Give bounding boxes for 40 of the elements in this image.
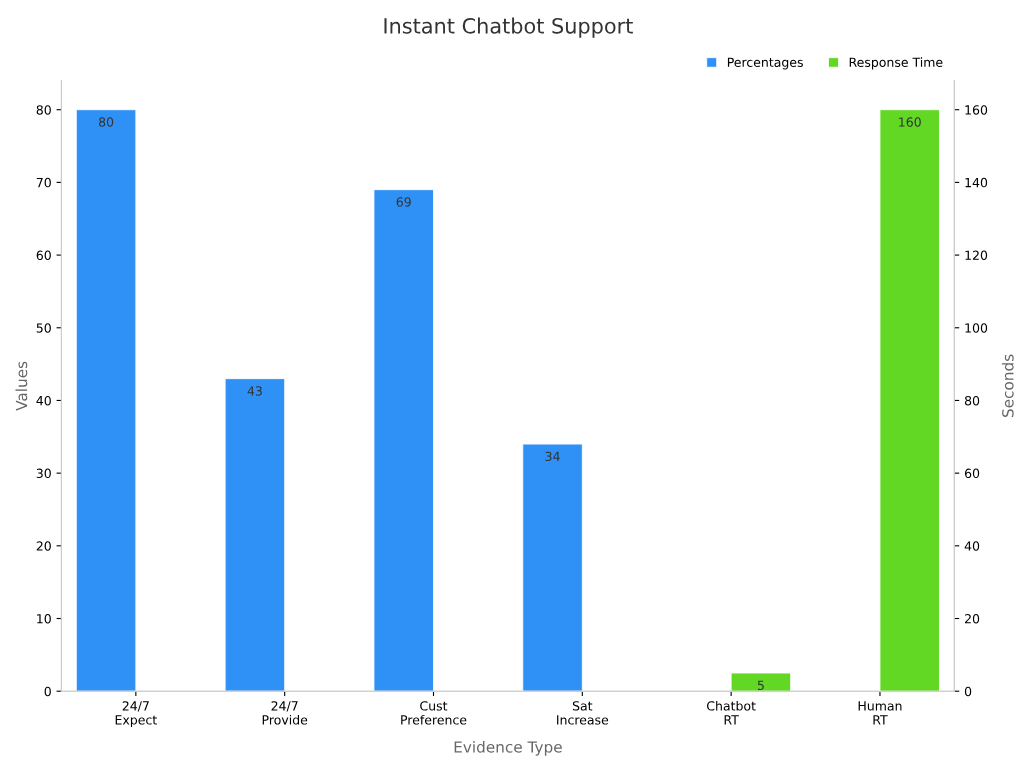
y2-tick-label: 80 — [964, 395, 980, 406]
bar — [522, 443, 583, 692]
y2-axis-title: Seconds — [1001, 354, 1014, 418]
y2-tick-label: 160 — [965, 105, 988, 115]
bar — [75, 109, 137, 692]
legend-label: Percentages — [727, 57, 803, 70]
y-tick-label: 40 — [36, 395, 51, 406]
x-tick-label: Cust Preference — [401, 701, 467, 725]
y-tick-label: 50 — [36, 323, 51, 333]
y-tick-label: 30 — [36, 468, 51, 479]
bar — [224, 378, 286, 692]
y-axis-title: Values — [15, 361, 28, 411]
x-tick-label: 24/7 Provide — [262, 701, 308, 725]
x-axis-title: Evidence Type — [454, 740, 562, 756]
y-tick-label: 10 — [37, 613, 51, 624]
y2-tick-label: 20 — [965, 613, 980, 624]
data-label: 5 — [757, 680, 764, 691]
y2-tick-label: 40 — [964, 541, 980, 551]
y-tick-label: 20 — [36, 541, 51, 551]
y2-tick-label: 140 — [965, 177, 988, 188]
x-tick-label: 24/7 Expect — [115, 701, 157, 728]
x-tick-label: Sat Increase — [557, 701, 609, 725]
y-tick-label: 60 — [36, 250, 51, 261]
legend-label: Response Time — [849, 57, 943, 70]
data-label: 80 — [98, 117, 114, 127]
y2-tick-label: 60 — [964, 468, 980, 479]
data-label: 160 — [899, 117, 921, 127]
x-tick-label: Chatbot RT — [706, 700, 756, 725]
data-label: 69 — [396, 197, 411, 207]
y-tick-label: 0 — [44, 686, 51, 697]
y-tick-label: 80 — [36, 105, 51, 115]
bar — [373, 189, 434, 692]
y2-tick-label: 100 — [965, 323, 988, 333]
y-tick-label: 70 — [36, 177, 51, 188]
x-tick-label: Human RT — [858, 701, 902, 725]
data-label: 34 — [545, 451, 560, 462]
data-label: 43 — [247, 386, 262, 396]
chart-title: Instant Chatbot Support — [384, 17, 633, 38]
y2-tick-label: 120 — [965, 250, 988, 261]
y2-tick-label: 0 — [964, 686, 972, 697]
